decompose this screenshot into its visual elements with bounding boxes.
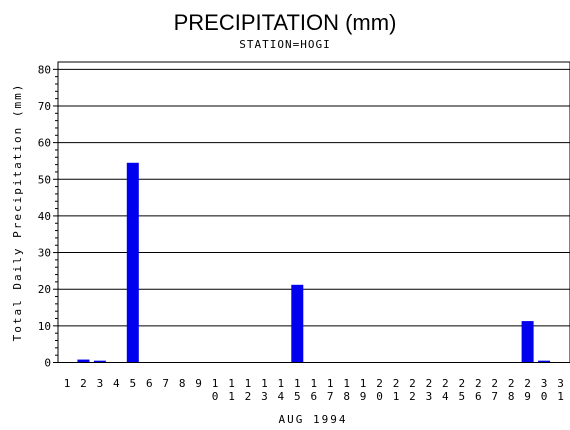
bar-day-15 xyxy=(291,284,304,363)
x-tick-label: 5 xyxy=(129,377,136,390)
plot-area xyxy=(57,61,570,363)
x-axis-label: AUG 1994 xyxy=(279,413,348,426)
bar-day-3 xyxy=(93,360,106,363)
y-tick-label: 80 xyxy=(38,63,51,76)
chart-subtitle: STATION=HOGI xyxy=(239,38,330,51)
x-tick-label: 4 xyxy=(113,377,120,390)
y-axis-label: Total Daily Precipitation (mm) xyxy=(11,83,24,342)
bar-day-2 xyxy=(77,359,90,363)
chart-title: PRECIPITATION (mm) xyxy=(174,10,397,35)
bar-day-5 xyxy=(126,162,139,363)
x-tick-label: 3 xyxy=(97,377,104,390)
bar-day-30 xyxy=(538,360,551,363)
y-tick-label: 0 xyxy=(44,357,51,370)
x-tick-label: 6 xyxy=(146,377,153,390)
y-tick-label: 20 xyxy=(38,283,51,296)
y-tick-label: 40 xyxy=(38,210,51,223)
x-tick-label: 7 xyxy=(162,377,169,390)
bar-day-29 xyxy=(521,321,534,363)
y-axis-ticks: 0 10 20 30 40 50 60 70 80 xyxy=(38,63,58,370)
y-tick-label: 50 xyxy=(38,173,51,186)
x-axis-ticks: 1 2 3 4 5 6 7 8 9 1 01 11 21 31 41 51 61 71 81 92 02 12 22 32 42… xyxy=(64,377,564,403)
x-tick-label: 2 xyxy=(80,377,87,390)
y-tick-label: 10 xyxy=(38,320,51,333)
y-tick-label: 70 xyxy=(38,100,51,113)
x-tick-label: 8 xyxy=(179,377,186,390)
grid-lines xyxy=(58,68,570,327)
y-tick-label: 60 xyxy=(38,137,51,150)
y-tick-label: 30 xyxy=(38,247,51,260)
x-tick-label: 1 xyxy=(64,377,71,390)
x-tick-label: 9 xyxy=(195,377,202,390)
bars xyxy=(77,162,551,363)
